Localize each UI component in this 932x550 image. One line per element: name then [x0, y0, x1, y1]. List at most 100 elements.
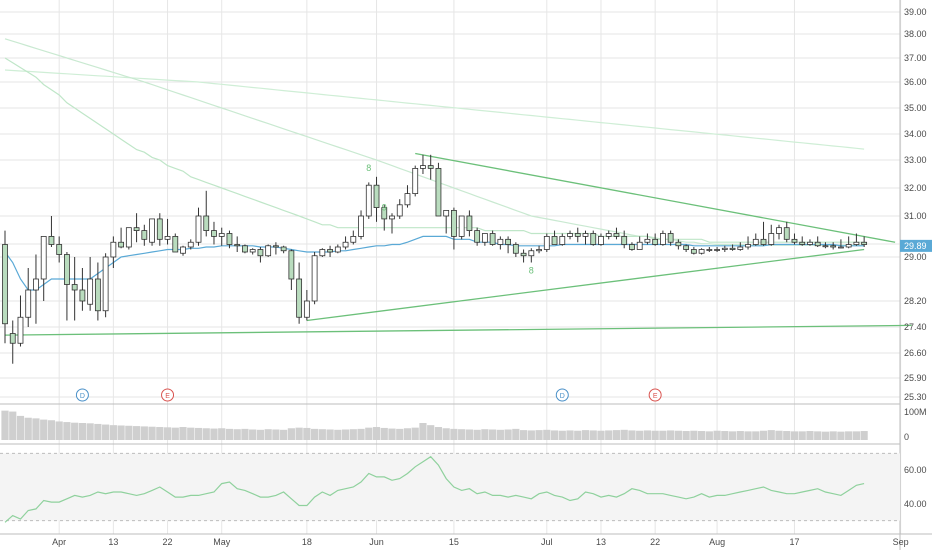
candle[interactable]: [505, 236, 512, 254]
candle[interactable]: [443, 209, 450, 234]
candle[interactable]: [845, 236, 852, 249]
candle[interactable]: [760, 221, 767, 246]
candle[interactable]: [350, 230, 357, 245]
candle[interactable]: [64, 252, 70, 321]
candle[interactable]: [203, 190, 210, 237]
candle[interactable]: [776, 224, 782, 240]
candle[interactable]: [226, 230, 233, 249]
candle[interactable]: [280, 245, 287, 254]
candle[interactable]: [512, 242, 519, 257]
candle[interactable]: [768, 224, 775, 246]
candle[interactable]: [559, 233, 566, 246]
candle[interactable]: [698, 248, 705, 255]
candle[interactable]: [381, 204, 388, 231]
candle[interactable]: [714, 247, 720, 252]
candle[interactable]: [497, 236, 504, 250]
candle[interactable]: [474, 227, 481, 246]
candle[interactable]: [683, 244, 690, 253]
candle[interactable]: [644, 233, 651, 245]
candle[interactable]: [319, 248, 326, 257]
earnings-marker[interactable]: E: [648, 388, 662, 402]
candle[interactable]: [466, 210, 473, 237]
candle[interactable]: [218, 227, 225, 246]
candle[interactable]: [118, 227, 124, 249]
candle[interactable]: [110, 236, 117, 268]
candle[interactable]: [814, 236, 821, 247]
candle[interactable]: [807, 239, 813, 246]
candle[interactable]: [822, 242, 829, 249]
candle[interactable]: [172, 233, 179, 253]
candle[interactable]: [667, 230, 674, 246]
candle[interactable]: [551, 230, 558, 245]
candle[interactable]: [303, 290, 310, 321]
candle[interactable]: [102, 253, 109, 318]
candle[interactable]: [180, 245, 186, 256]
candle[interactable]: [211, 221, 217, 245]
candle[interactable]: [729, 244, 736, 251]
trendlines[interactable]: [4, 152, 912, 336]
candle[interactable]: [265, 244, 272, 258]
candle[interactable]: [296, 262, 303, 324]
candle[interactable]: [234, 236, 241, 252]
candle[interactable]: [458, 215, 465, 240]
candle[interactable]: [838, 239, 844, 249]
candle[interactable]: [257, 247, 264, 263]
candle[interactable]: [242, 244, 248, 254]
candle[interactable]: [799, 236, 806, 246]
earnings-marker[interactable]: E: [161, 388, 175, 402]
candle[interactable]: [830, 242, 837, 250]
candle[interactable]: [79, 268, 86, 311]
candle[interactable]: [706, 247, 713, 252]
candle[interactable]: [567, 230, 573, 240]
candle[interactable]: [389, 213, 395, 234]
candle[interactable]: [373, 176, 380, 222]
candle[interactable]: [629, 242, 635, 251]
candle[interactable]: [396, 199, 403, 219]
candle[interactable]: [71, 257, 78, 321]
candle[interactable]: [605, 230, 612, 240]
candle[interactable]: [590, 230, 597, 246]
candle[interactable]: [412, 165, 419, 197]
candle[interactable]: [327, 245, 333, 257]
candle[interactable]: [56, 236, 63, 263]
candle[interactable]: [94, 262, 101, 321]
candle[interactable]: [272, 242, 279, 255]
candle[interactable]: [9, 320, 16, 364]
candle[interactable]: [783, 221, 790, 243]
candle[interactable]: [427, 154, 434, 180]
trendline-3[interactable]: [306, 248, 865, 322]
candle[interactable]: [342, 236, 349, 250]
candle[interactable]: [25, 268, 32, 327]
candle[interactable]: [675, 239, 682, 250]
candle[interactable]: [133, 213, 140, 243]
candle[interactable]: [33, 254, 39, 324]
candle[interactable]: [195, 207, 202, 246]
candle[interactable]: [358, 210, 364, 240]
candle[interactable]: [745, 236, 751, 250]
candle[interactable]: [249, 248, 256, 255]
candle[interactable]: [861, 236, 868, 247]
candle[interactable]: [156, 213, 163, 246]
candle[interactable]: [636, 236, 643, 250]
candle[interactable]: [598, 233, 604, 246]
candle[interactable]: [481, 233, 488, 246]
candle[interactable]: [574, 227, 581, 243]
candle[interactable]: [652, 233, 659, 246]
candle[interactable]: [582, 230, 589, 245]
candle[interactable]: [40, 236, 47, 301]
candle[interactable]: [721, 245, 728, 252]
candle[interactable]: [536, 245, 542, 254]
candle[interactable]: [613, 227, 620, 240]
candle[interactable]: [48, 216, 55, 247]
candlesticks[interactable]: [2, 154, 868, 364]
candle[interactable]: [164, 218, 171, 245]
candle[interactable]: [125, 227, 132, 250]
candle[interactable]: [853, 233, 860, 246]
candle[interactable]: [520, 249, 527, 263]
candle[interactable]: [435, 162, 442, 217]
candle[interactable]: [288, 249, 295, 291]
candle[interactable]: [543, 233, 550, 253]
trendline-1[interactable]: [4, 324, 912, 336]
candle[interactable]: [87, 257, 94, 311]
